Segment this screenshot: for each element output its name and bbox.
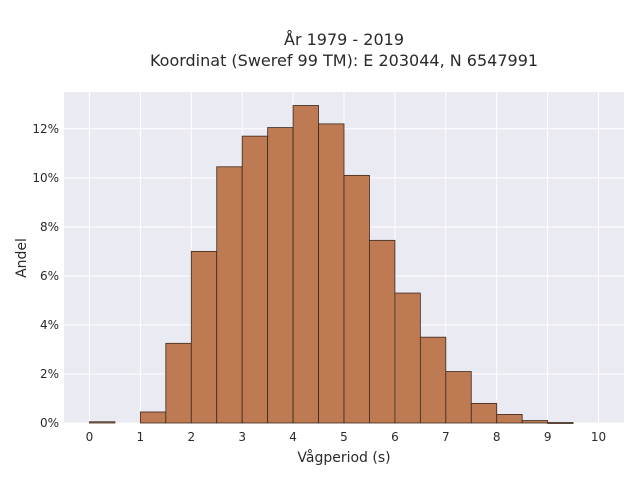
histogram-bar <box>496 414 523 424</box>
histogram-bar <box>419 336 447 424</box>
histogram-bar <box>445 371 472 424</box>
x-tick-label: 1 <box>137 430 145 444</box>
x-tick-label: 9 <box>544 430 552 444</box>
histogram-bar <box>369 239 396 424</box>
y-tick-label: 0% <box>40 416 59 430</box>
x-tick-label: 4 <box>289 430 297 444</box>
tick-label-layer: 0 1 2 3 4 5 6 7 8 9 10 0% 2% 4% 6% 8% 10% 12% <box>32 122 606 444</box>
histogram-bar <box>190 250 218 424</box>
x-axis-label: Vågperiod (s) <box>297 449 390 466</box>
histogram-bar <box>241 135 269 424</box>
histogram-bar <box>139 411 167 424</box>
x-tick-label: 3 <box>238 430 246 444</box>
histogram-bar <box>394 292 421 424</box>
histogram-bar <box>216 166 243 424</box>
histogram-bar <box>343 174 370 424</box>
x-tick-label: 6 <box>391 430 399 444</box>
y-tick-label: 8% <box>40 220 59 234</box>
x-tick-label: 5 <box>340 430 348 444</box>
histogram-bar <box>292 105 319 424</box>
histogram-bar <box>318 123 345 424</box>
histogram-bar <box>521 420 549 424</box>
y-tick-label: 2% <box>40 367 59 381</box>
x-tick-label: 0 <box>86 430 94 444</box>
y-axis-label: Andel <box>14 238 30 278</box>
x-tick-label: 8 <box>493 430 501 444</box>
y-tick-label: 4% <box>40 318 59 332</box>
chart-title-line1: År 1979 - 2019 <box>284 30 404 49</box>
x-tick-label: 2 <box>187 430 195 444</box>
x-tick-label: 7 <box>442 430 450 444</box>
histogram-bar <box>547 422 574 424</box>
bar-layer <box>89 105 574 424</box>
histogram-bar <box>165 342 192 424</box>
x-tick-label: 10 <box>591 430 606 444</box>
y-tick-label: 10% <box>32 171 59 185</box>
histogram-bar <box>470 402 498 424</box>
histogram-bar <box>89 421 116 424</box>
chart-title-line2: Koordinat (Sweref 99 TM): E 203044, N 65… <box>150 51 538 70</box>
histogram-bar <box>267 127 294 424</box>
y-tick-label: 6% <box>40 269 59 283</box>
y-tick-label: 12% <box>32 122 59 136</box>
